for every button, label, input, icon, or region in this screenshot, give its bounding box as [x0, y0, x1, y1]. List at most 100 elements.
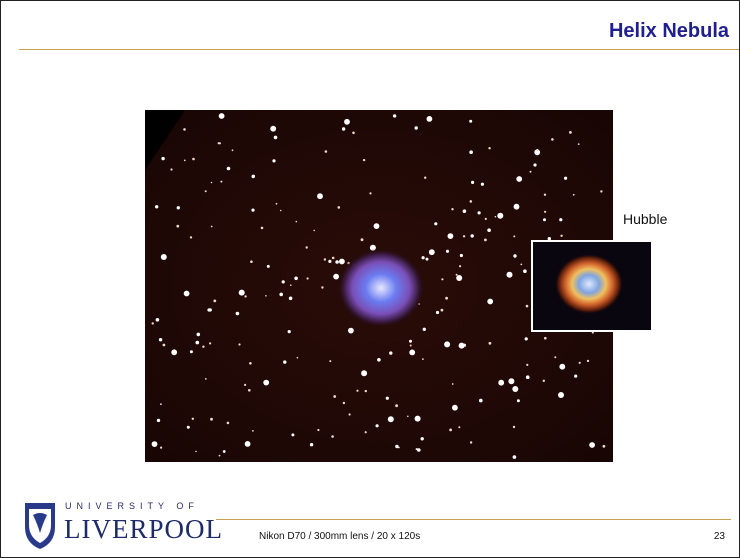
star — [514, 204, 520, 210]
star — [274, 136, 278, 140]
star — [559, 218, 562, 221]
star — [558, 392, 564, 398]
star — [512, 386, 518, 392]
star — [361, 238, 364, 241]
star — [211, 226, 213, 228]
star — [219, 455, 221, 457]
star — [187, 426, 190, 429]
star — [324, 258, 326, 260]
star — [190, 236, 192, 238]
star — [192, 418, 194, 420]
star — [155, 205, 158, 208]
star — [427, 116, 433, 122]
star — [152, 322, 154, 324]
star — [452, 383, 454, 385]
star — [444, 341, 450, 347]
star — [333, 395, 336, 398]
star — [471, 234, 474, 237]
star — [513, 426, 515, 428]
star — [252, 430, 254, 432]
star — [429, 249, 435, 255]
star — [423, 328, 426, 331]
star — [317, 193, 323, 199]
star — [460, 254, 463, 257]
star — [248, 389, 251, 392]
star — [479, 399, 483, 403]
star — [261, 227, 264, 230]
star — [263, 380, 269, 386]
star — [365, 431, 367, 433]
star — [395, 445, 398, 448]
star — [209, 308, 212, 311]
star — [386, 397, 389, 400]
logo-top: UNIVERSITY OF — [65, 501, 199, 511]
star — [317, 429, 319, 431]
star — [520, 264, 522, 266]
star — [463, 209, 467, 213]
star — [513, 254, 516, 257]
star — [333, 274, 339, 280]
star — [157, 419, 160, 422]
star — [250, 260, 253, 263]
star — [530, 171, 532, 173]
star — [485, 218, 487, 220]
star — [415, 416, 421, 422]
page-number: 23 — [714, 531, 725, 542]
star — [196, 341, 200, 345]
star — [470, 441, 472, 443]
star — [163, 344, 166, 347]
star — [329, 360, 331, 362]
star — [176, 225, 179, 228]
logo-name: LIVERPOOL — [64, 514, 223, 545]
star — [422, 358, 424, 360]
star — [205, 378, 207, 380]
star — [195, 451, 197, 453]
star — [321, 286, 323, 288]
star — [415, 126, 418, 129]
star — [238, 343, 240, 345]
star — [573, 194, 575, 196]
star — [245, 441, 251, 447]
star — [344, 119, 350, 125]
star — [297, 357, 299, 359]
star — [374, 223, 380, 229]
star — [160, 403, 162, 405]
star — [220, 181, 222, 183]
star — [160, 447, 162, 449]
star — [497, 213, 503, 219]
star — [600, 190, 602, 192]
star — [469, 150, 473, 154]
star — [463, 235, 465, 237]
star — [544, 211, 546, 213]
title-rule — [19, 49, 739, 50]
star — [498, 380, 504, 386]
crest-logo — [23, 501, 57, 551]
star — [276, 203, 278, 205]
star — [294, 277, 298, 281]
star — [291, 433, 294, 436]
star — [459, 265, 461, 267]
slide-title: Helix Nebula — [609, 20, 729, 43]
star — [564, 177, 567, 180]
star — [417, 448, 421, 452]
star — [508, 378, 514, 384]
star — [219, 113, 225, 119]
star — [272, 159, 275, 162]
star — [421, 437, 424, 440]
star — [349, 413, 351, 415]
star — [239, 290, 245, 296]
star — [171, 349, 177, 355]
star — [578, 143, 580, 145]
star — [445, 297, 448, 300]
star — [603, 445, 606, 448]
star — [223, 450, 226, 453]
star — [348, 328, 354, 334]
star — [426, 258, 429, 261]
star — [252, 175, 256, 179]
star — [543, 218, 546, 221]
footer-rule — [216, 519, 731, 520]
star — [170, 168, 172, 170]
star — [288, 330, 291, 333]
star — [338, 206, 341, 209]
hubble-inset — [531, 240, 653, 332]
